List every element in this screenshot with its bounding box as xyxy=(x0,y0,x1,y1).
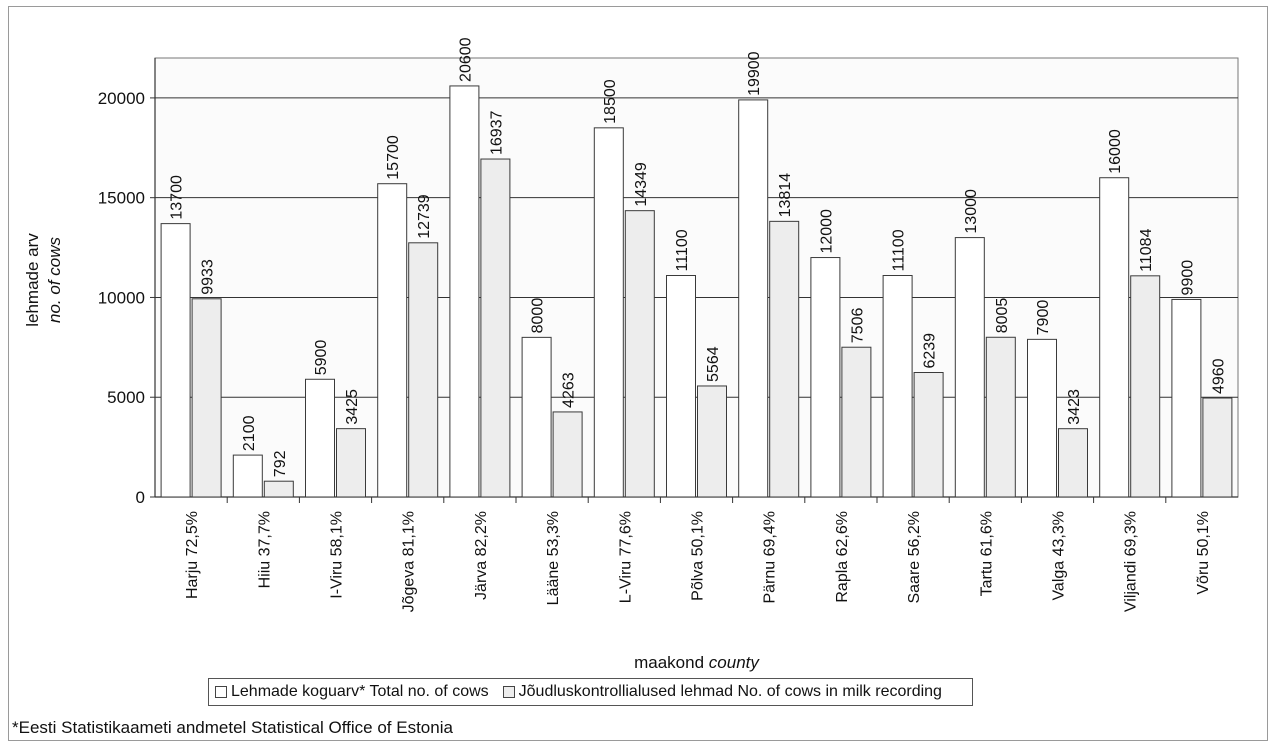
data-label-total: 7900 xyxy=(1035,300,1052,336)
data-label-recorded: 3425 xyxy=(344,389,361,425)
x-tick-label: Võru 50,1% xyxy=(1195,511,1212,595)
data-label-recorded: 13814 xyxy=(777,173,794,218)
bar-recorded xyxy=(1058,428,1088,498)
y-tick-label: 0 xyxy=(136,488,145,507)
data-label-total: 12000 xyxy=(818,209,835,254)
data-label-total: 16000 xyxy=(1107,129,1124,174)
data-label-total: 18500 xyxy=(602,79,619,124)
x-tick-label: Rapla 62,6% xyxy=(834,511,851,603)
bar-recorded xyxy=(1130,275,1161,498)
bar-total xyxy=(810,257,841,498)
x-tick-label: Hiiu 37,7% xyxy=(256,511,273,588)
data-label-recorded: 12739 xyxy=(416,194,433,239)
x-axis-label: maakond county xyxy=(634,653,760,672)
data-label-total: 19900 xyxy=(746,51,763,96)
data-label-total: 11100 xyxy=(891,229,908,271)
bar-recorded xyxy=(191,298,222,498)
bar-total xyxy=(1099,177,1130,498)
plot-area xyxy=(154,57,1239,498)
y-axis-label-english: no. of cows xyxy=(45,237,64,323)
x-tick-label: Valga 43,3% xyxy=(1051,511,1068,601)
x-tick-label: Järva 82,2% xyxy=(473,511,490,600)
x-axis-label-main: maakond xyxy=(634,653,709,672)
data-label-recorded: 4960 xyxy=(1210,358,1227,394)
data-label-recorded: 14349 xyxy=(633,162,650,207)
data-label-recorded: 11084 xyxy=(1138,228,1155,271)
legend-label-recorded: Jõudluskontrollialused lehmad No. of cow… xyxy=(518,683,942,700)
bar-total xyxy=(1027,338,1057,498)
bar-recorded xyxy=(913,372,944,498)
chart-frame xyxy=(8,6,1268,741)
bar-recorded xyxy=(769,220,800,498)
bar-total xyxy=(305,378,335,498)
data-label-total: 15700 xyxy=(385,135,402,180)
bar-total xyxy=(1171,298,1202,498)
x-tick-label: Põlva 50,1% xyxy=(690,511,707,601)
data-label-total: 13700 xyxy=(169,175,186,220)
bar-recorded xyxy=(624,210,655,498)
y-tick-label: 15000 xyxy=(98,189,145,208)
x-tick-label: Tartu 61,6% xyxy=(978,511,995,596)
bar-total xyxy=(160,223,191,498)
bar-total xyxy=(666,275,696,498)
data-label-recorded: 6239 xyxy=(922,333,939,369)
y-tick-label: 20000 xyxy=(98,89,145,108)
x-axis-label-english: county xyxy=(709,653,761,672)
data-label-recorded: 5564 xyxy=(705,346,722,382)
y-tick-label: 10000 xyxy=(98,288,145,307)
data-label-total: 20600 xyxy=(457,37,474,82)
bar-recorded xyxy=(336,428,366,498)
bar-recorded xyxy=(841,346,872,498)
bar-total xyxy=(738,99,769,498)
y-axis-label: lehmade arv xyxy=(23,233,42,327)
data-label-total: 2100 xyxy=(241,415,258,451)
legend-entry-recorded: Jõudluskontrollialused lehmad No. of cow… xyxy=(502,683,942,701)
data-label-recorded: 4263 xyxy=(561,372,578,408)
x-tick-label: Saare 56,2% xyxy=(906,511,923,604)
data-label-total: 8000 xyxy=(530,298,547,334)
bar-recorded xyxy=(985,336,1016,498)
x-tick-label: Pärnu 69,4% xyxy=(762,511,779,604)
bar-chart: 0 5000 10000 15000 20000 13700 9933 Harju 72,5%… xyxy=(23,37,1239,672)
chart-legend: Lehmade koguarv* Total no. of cows Jõudl… xyxy=(208,678,973,706)
bar-total xyxy=(377,183,408,498)
bar-recorded xyxy=(697,385,727,498)
data-label-recorded: 792 xyxy=(272,450,289,477)
y-tick-label: 5000 xyxy=(107,388,145,407)
bar-recorded xyxy=(263,480,294,498)
x-tick-label: Viljandi 69,3% xyxy=(1123,511,1140,612)
bar-total xyxy=(521,336,552,498)
data-label-recorded: 16937 xyxy=(488,110,505,155)
bar-total xyxy=(232,454,263,498)
x-tick-label: Jõgeva 81,1% xyxy=(401,511,418,612)
data-label-total: 5900 xyxy=(313,340,330,376)
legend-label-total: Lehmade koguarv* Total no. of cows xyxy=(231,683,489,700)
data-label-total: 9900 xyxy=(1179,260,1196,296)
data-label-total: 11100 xyxy=(674,229,691,271)
bar-recorded xyxy=(1202,397,1233,498)
bar-recorded xyxy=(552,411,583,498)
data-label-recorded: 9933 xyxy=(200,259,217,295)
data-label-total: 13000 xyxy=(963,189,980,234)
legend-entry-total: Lehmade koguarv* Total no. of cows xyxy=(215,683,489,701)
legend-swatch-recorded xyxy=(502,686,515,698)
bar-total xyxy=(954,237,985,498)
data-label-recorded: 7506 xyxy=(849,308,866,344)
bar-total xyxy=(882,275,913,498)
x-tick-label: I-Viru 58,1% xyxy=(329,511,346,599)
footnote: *Eesti Statistikaameti andmetel Statisti… xyxy=(12,718,453,737)
bar-recorded xyxy=(408,242,439,498)
legend-swatch-total xyxy=(215,686,227,698)
bar-total xyxy=(593,127,624,498)
x-tick-label: Harju 72,5% xyxy=(184,511,201,599)
bar-recorded xyxy=(480,158,511,498)
bar-total xyxy=(449,85,480,498)
x-tick-label: Lääne 53,3% xyxy=(545,511,562,605)
data-label-recorded: 3423 xyxy=(1066,389,1083,425)
x-tick-label: L-Viru 77,6% xyxy=(617,511,634,603)
data-label-recorded: 8005 xyxy=(994,298,1011,334)
